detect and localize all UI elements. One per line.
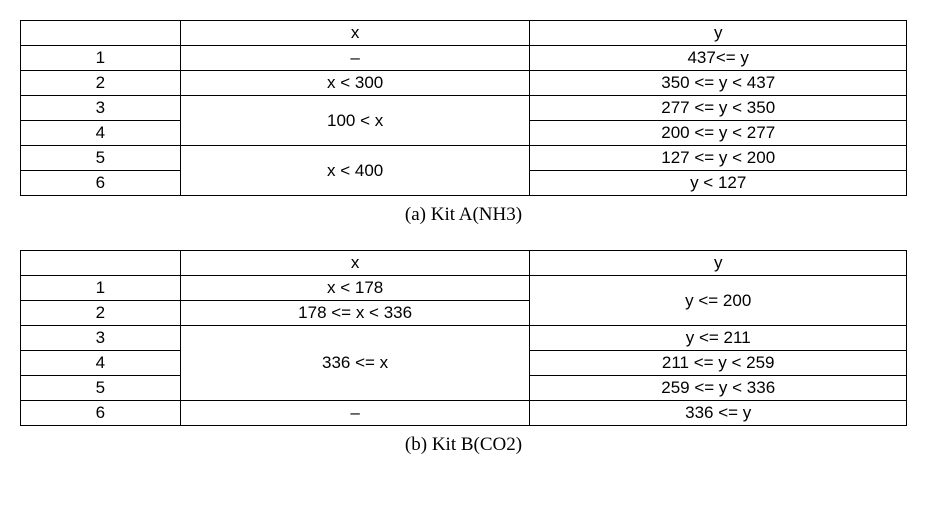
table-a-header-y: y <box>530 21 907 46</box>
table-b-cell-num: 4 <box>21 351 181 376</box>
table-b-cell-y: 336 <= y <box>530 401 907 426</box>
table-a-row-1: 1 – 437<= y <box>21 46 907 71</box>
table-a-cell-num: 4 <box>21 121 181 146</box>
table-b: x y 1 x < 178 y <= 200 2 178 <= x < 336 … <box>20 250 907 426</box>
table-a-cell-num: 1 <box>21 46 181 71</box>
table-b-row-6: 6 – 336 <= y <box>21 401 907 426</box>
table-b-header-y: y <box>530 251 907 276</box>
table-a-cell-x: x < 300 <box>180 71 530 96</box>
table-a-cell-num: 6 <box>21 171 181 196</box>
table-b-cell-x-merged: 336 <= x <box>180 326 530 401</box>
table-b-header-num <box>21 251 181 276</box>
table-a-cell-num: 3 <box>21 96 181 121</box>
table-a-row-5: 5 x < 400 127 <= y < 200 <box>21 146 907 171</box>
table-b-cell-num: 3 <box>21 326 181 351</box>
table-a-container: x y 1 – 437<= y 2 x < 300 350 <= y < 437… <box>20 20 907 196</box>
table-b-cell-y: 211 <= y < 259 <box>530 351 907 376</box>
table-b-cell-x: – <box>180 401 530 426</box>
table-a: x y 1 – 437<= y 2 x < 300 350 <= y < 437… <box>20 20 907 196</box>
table-b-row-3: 3 336 <= x y <= 211 <box>21 326 907 351</box>
table-a-cell-y: 350 <= y < 437 <box>530 71 907 96</box>
table-a-cell-y: y < 127 <box>530 171 907 196</box>
table-b-header-row: x y <box>21 251 907 276</box>
table-b-cell-x: 178 <= x < 336 <box>180 301 530 326</box>
table-a-cell-y: 277 <= y < 350 <box>530 96 907 121</box>
table-a-cell-x-merged: x < 400 <box>180 146 530 196</box>
table-a-cell-x: – <box>180 46 530 71</box>
table-a-row-3: 3 100 < x 277 <= y < 350 <box>21 96 907 121</box>
table-b-caption: (b) Kit B(CO2) <box>20 434 907 456</box>
table-b-cell-x: x < 178 <box>180 276 530 301</box>
table-a-row-2: 2 x < 300 350 <= y < 437 <box>21 71 907 96</box>
table-b-cell-num: 6 <box>21 401 181 426</box>
table-a-cell-num: 5 <box>21 146 181 171</box>
table-b-row-1: 1 x < 178 y <= 200 <box>21 276 907 301</box>
table-a-cell-y: 127 <= y < 200 <box>530 146 907 171</box>
table-a-caption: (a) Kit A(NH3) <box>20 204 907 226</box>
table-b-container: x y 1 x < 178 y <= 200 2 178 <= x < 336 … <box>20 250 907 426</box>
table-a-cell-x-merged: 100 < x <box>180 96 530 146</box>
table-b-cell-y-merged: y <= 200 <box>530 276 907 326</box>
table-b-cell-y: 259 <= y < 336 <box>530 376 907 401</box>
table-b-header-x: x <box>180 251 530 276</box>
table-a-header-x: x <box>180 21 530 46</box>
table-a-header-num <box>21 21 181 46</box>
table-b-cell-num: 1 <box>21 276 181 301</box>
table-a-cell-num: 2 <box>21 71 181 96</box>
table-b-cell-num: 2 <box>21 301 181 326</box>
table-b-cell-num: 5 <box>21 376 181 401</box>
table-a-cell-y: 437<= y <box>530 46 907 71</box>
table-b-cell-y: y <= 211 <box>530 326 907 351</box>
table-a-header-row: x y <box>21 21 907 46</box>
table-a-cell-y: 200 <= y < 277 <box>530 121 907 146</box>
